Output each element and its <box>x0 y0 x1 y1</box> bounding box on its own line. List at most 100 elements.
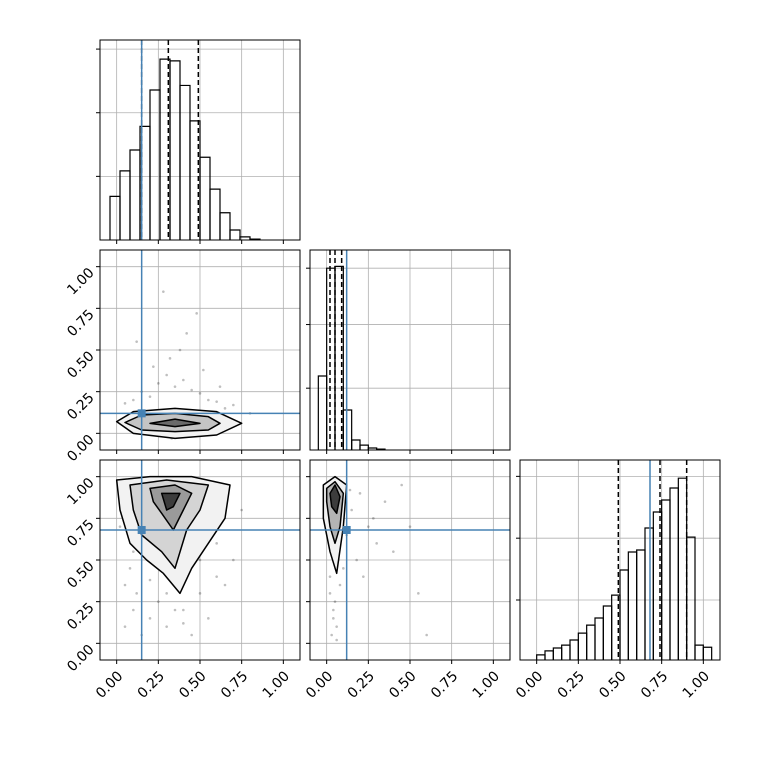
sample-point <box>148 395 152 398</box>
sample-point <box>182 622 185 625</box>
sample-point <box>215 542 218 545</box>
sample-point <box>123 402 127 405</box>
histogram-bin <box>359 444 369 450</box>
sample-point <box>332 617 335 620</box>
sample-point <box>400 483 403 487</box>
sample-point <box>232 558 235 562</box>
sample-point <box>135 592 138 595</box>
histogram-bin <box>544 650 554 660</box>
sample-point <box>350 508 353 512</box>
sample-point <box>215 575 218 578</box>
y-tick-label: 0.25 <box>64 390 97 423</box>
histogram-bin <box>317 375 328 450</box>
sample-point <box>132 550 135 553</box>
y-tick-label: 1.00 <box>64 265 97 298</box>
x-tick-label: 1.00 <box>260 668 293 701</box>
histogram-bin <box>179 84 191 240</box>
sample-point <box>165 625 168 628</box>
sample-point <box>348 488 352 492</box>
histogram-bin <box>627 551 638 660</box>
x-tick-label: 0.00 <box>513 668 546 701</box>
histogram-bin <box>561 644 571 660</box>
contour <box>329 484 341 515</box>
sample-point <box>173 385 177 388</box>
y-tick-label: 0.75 <box>64 307 97 340</box>
x-tick-label: 0.75 <box>218 668 251 701</box>
sample-point <box>218 385 222 388</box>
y-tick-label: 0.50 <box>64 348 97 381</box>
sample-point <box>165 592 168 595</box>
sample-point <box>195 312 198 315</box>
sample-point <box>178 348 182 352</box>
x-tick-label: 0.00 <box>303 668 336 701</box>
sample-point <box>198 558 202 562</box>
x-tick-label: 1.00 <box>470 668 503 701</box>
histogram-bin <box>536 654 546 660</box>
histogram-bin <box>669 487 679 660</box>
histogram-bin <box>661 499 671 660</box>
x-tick-label: 0.50 <box>596 668 629 701</box>
sample-point <box>162 290 165 293</box>
histogram-bin <box>229 229 241 240</box>
sample-point <box>168 357 172 360</box>
sample-point <box>232 403 235 407</box>
histogram-bin <box>636 549 646 660</box>
sample-point <box>338 583 342 587</box>
sample-point <box>342 567 345 570</box>
histogram-bin <box>351 439 361 450</box>
panel-frame <box>309 459 511 661</box>
sample-point <box>333 600 337 603</box>
contour <box>160 492 181 511</box>
sample-point <box>358 492 362 495</box>
histogram-bin <box>552 647 563 660</box>
sample-point <box>198 592 202 595</box>
sample-point <box>157 600 160 603</box>
x-tick-label: 0.50 <box>176 668 209 701</box>
x-tick-label: 0.75 <box>428 668 461 701</box>
histogram-bin <box>209 188 221 240</box>
y-tick-label: 0.50 <box>64 558 97 591</box>
sample-point <box>148 617 152 620</box>
sample-point <box>367 525 370 528</box>
sample-point <box>372 517 375 520</box>
histogram-bin <box>109 195 121 240</box>
x-tick-label: 0.25 <box>135 668 168 701</box>
sample-point <box>190 388 193 392</box>
sample-point <box>335 638 338 642</box>
sample-point <box>335 625 338 628</box>
y-tick-label: 0.00 <box>64 432 97 465</box>
y-tick-label: 0.00 <box>64 642 97 675</box>
sample-point <box>135 340 138 343</box>
histogram-bin <box>619 569 629 660</box>
sample-point <box>330 633 333 637</box>
sample-point <box>207 398 210 402</box>
sample-point <box>392 550 395 553</box>
sample-point <box>123 625 127 628</box>
truth-marker <box>342 526 351 534</box>
sample-point <box>182 378 185 382</box>
histogram-bin <box>677 477 688 660</box>
panel-frame <box>99 249 301 451</box>
sample-point <box>198 392 202 395</box>
histogram-bin <box>169 60 181 240</box>
sample-point <box>123 583 127 587</box>
histogram-bin <box>239 236 251 240</box>
contour <box>149 418 201 428</box>
histogram-bin <box>594 617 604 660</box>
panel-frame <box>99 459 301 661</box>
sample-point <box>375 542 378 545</box>
histogram-bin <box>694 644 704 660</box>
truth-marker <box>137 409 146 418</box>
histogram-bin <box>644 527 654 660</box>
sample-point <box>417 592 420 595</box>
sample-point <box>223 407 227 410</box>
sample-point <box>215 400 218 403</box>
sample-point <box>408 525 412 528</box>
sample-point <box>165 373 168 377</box>
panel-frame <box>519 459 721 661</box>
x-tick-label: 0.50 <box>386 668 419 701</box>
sample-point <box>157 382 160 385</box>
sample-point <box>328 592 332 595</box>
